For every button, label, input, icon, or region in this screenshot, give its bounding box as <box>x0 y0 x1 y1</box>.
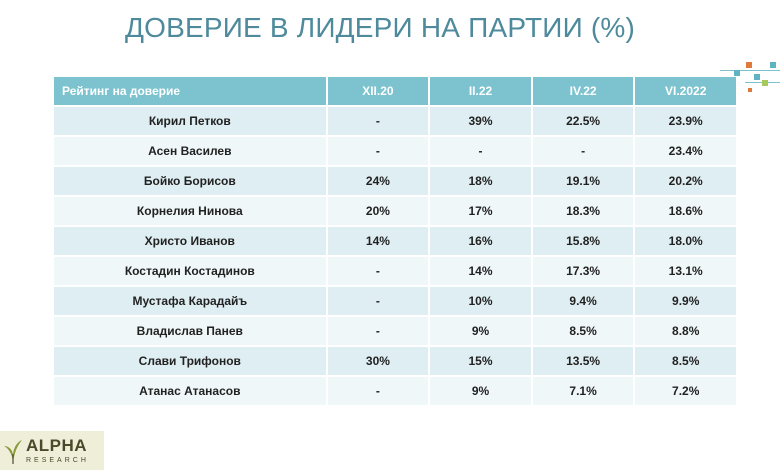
deco-line <box>720 70 780 71</box>
value-cell: 7.1% <box>532 377 634 405</box>
leader-name-cell: Атанас Атанасов <box>54 377 326 405</box>
value-cell: 8.8% <box>635 317 736 345</box>
leader-name-cell: Бойко Борисов <box>54 167 326 195</box>
value-cell: 8.5% <box>532 317 634 345</box>
header-cell: Рейтинг на доверие <box>54 77 326 105</box>
value-cell: 18.0% <box>635 227 736 255</box>
value-cell: 9.4% <box>532 287 634 315</box>
value-cell: 9.9% <box>635 287 736 315</box>
table-row: Корнелия Нинова 20% 17% 18.3% 18.6% <box>54 197 736 225</box>
deco-square <box>770 62 776 68</box>
leader-name-cell: Кирил Петков <box>54 107 326 135</box>
table-row: Кирил Петков - 39% 22.5% 23.9% <box>54 107 736 135</box>
value-cell: 17.3% <box>532 257 634 285</box>
logo-subtitle: RESEARCH <box>26 457 89 464</box>
trust-ratings-table: Рейтинг на доверие XII.20 II.22 IV.22 VI… <box>52 75 738 407</box>
leader-name-cell: Асен Василев <box>54 137 326 165</box>
value-cell: 24% <box>327 167 429 195</box>
table-row: Христо Иванов 14% 16% 15.8% 18.0% <box>54 227 736 255</box>
value-cell: 14% <box>327 227 429 255</box>
value-cell: 20.2% <box>635 167 736 195</box>
value-cell: 14% <box>430 257 531 285</box>
leader-name-cell: Корнелия Нинова <box>54 197 326 225</box>
value-cell: 10% <box>430 287 531 315</box>
table-row: Бойко Борисов 24% 18% 19.1% 20.2% <box>54 167 736 195</box>
table-header-row: Рейтинг на доверие XII.20 II.22 IV.22 VI… <box>54 77 736 105</box>
value-cell: 17% <box>430 197 531 225</box>
deco-square <box>746 62 752 68</box>
value-cell: 18% <box>430 167 531 195</box>
table-row: Костадин Костадинов - 14% 17.3% 13.1% <box>54 257 736 285</box>
value-cell: 9% <box>430 377 531 405</box>
leader-name-cell: Костадин Костадинов <box>54 257 326 285</box>
value-cell: 39% <box>430 107 531 135</box>
page-title: ДОВЕРИЕ В ЛИДЕРИ НА ПАРТИИ (%) <box>124 12 636 43</box>
value-cell: 30% <box>327 347 429 375</box>
value-cell: - <box>430 137 531 165</box>
value-cell: - <box>327 377 429 405</box>
value-cell: 23.9% <box>635 107 736 135</box>
header-cell: IV.22 <box>532 77 634 105</box>
value-cell: 18.3% <box>532 197 634 225</box>
table-row: Мустафа Карадайъ - 10% 9.4% 9.9% <box>54 287 736 315</box>
deco-square <box>762 80 768 86</box>
leader-name-cell: Мустафа Карадайъ <box>54 287 326 315</box>
table-row: Слави Трифонов 30% 15% 13.5% 8.5% <box>54 347 736 375</box>
deco-square <box>734 70 740 76</box>
header-cell: VI.2022 <box>635 77 736 105</box>
value-cell: 19.1% <box>532 167 634 195</box>
table-row: Асен Василев - - - 23.4% <box>54 137 736 165</box>
value-cell: - <box>327 317 429 345</box>
header-cell: II.22 <box>430 77 531 105</box>
value-cell: 22.5% <box>532 107 634 135</box>
leaf-icon <box>4 439 22 464</box>
value-cell: 13.5% <box>532 347 634 375</box>
leader-name-cell: Слави Трифонов <box>54 347 326 375</box>
value-cell: 7.2% <box>635 377 736 405</box>
table-row: Владислав Панев - 9% 8.5% 8.8% <box>54 317 736 345</box>
deco-square <box>748 88 752 92</box>
value-cell: - <box>327 107 429 135</box>
value-cell: 16% <box>430 227 531 255</box>
value-cell: 13.1% <box>635 257 736 285</box>
value-cell: 20% <box>327 197 429 225</box>
logo-wordmark: ALPHA <box>26 436 88 455</box>
value-cell: 15% <box>430 347 531 375</box>
alpha-research-logo: ALPHA RESEARCH <box>0 431 104 470</box>
value-cell: - <box>327 257 429 285</box>
value-cell: 8.5% <box>635 347 736 375</box>
deco-square <box>754 74 760 80</box>
header-cell: XII.20 <box>327 77 429 105</box>
leader-name-cell: Владислав Панев <box>54 317 326 345</box>
value-cell: 9% <box>430 317 531 345</box>
value-cell: 18.6% <box>635 197 736 225</box>
table-row: Атанас Атанасов - 9% 7.1% 7.2% <box>54 377 736 405</box>
value-cell: 23.4% <box>635 137 736 165</box>
value-cell: - <box>327 137 429 165</box>
value-cell: - <box>327 287 429 315</box>
value-cell: 15.8% <box>532 227 634 255</box>
leader-name-cell: Христо Иванов <box>54 227 326 255</box>
value-cell: - <box>532 137 634 165</box>
